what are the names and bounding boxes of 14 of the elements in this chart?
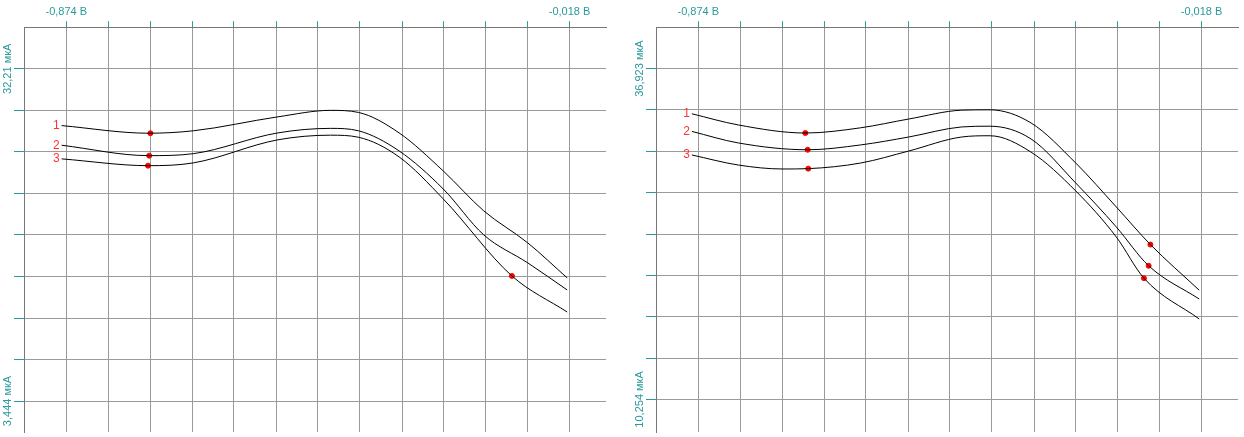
x-tick-label: -0,874 В (677, 4, 720, 17)
series-label: 3 (52, 151, 60, 166)
x-tick-label: -0,874 В (45, 4, 88, 17)
series-label: 2 (52, 137, 60, 152)
series-label: 2 (683, 123, 691, 138)
y-tick-label: 3,444 мкА (1, 375, 14, 427)
series-label: 1 (683, 106, 691, 121)
x-tick-label: -0,018 В (1180, 4, 1223, 17)
series-label: 3 (683, 147, 691, 162)
y-tick-label: 32,21 мкА (1, 42, 14, 94)
y-tick-label: 36,923 мкА (633, 39, 646, 97)
series-label: 1 (52, 117, 60, 132)
x-tick-label: -0,018 В (548, 4, 591, 17)
y-tick-label: 10,254 мкА (633, 370, 646, 428)
